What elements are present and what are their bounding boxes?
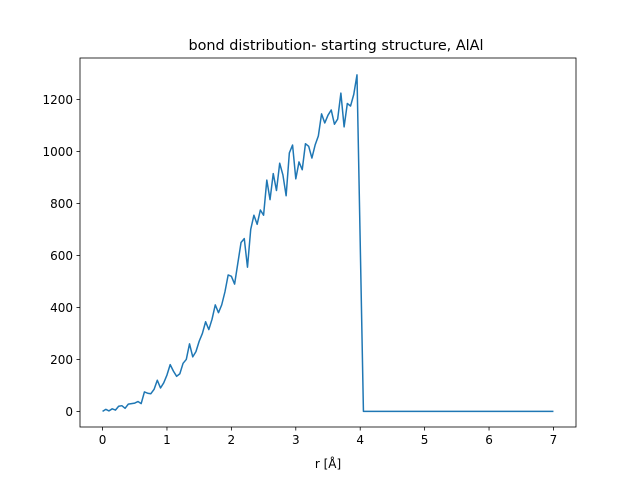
x-tick-label: 7 (550, 433, 558, 447)
y-tick-label: 0 (65, 405, 73, 419)
chart-title: bond distribution- starting structure, A… (188, 38, 483, 54)
series-line (102, 74, 554, 413)
x-tick-label: 2 (228, 433, 236, 447)
x-tick-label: 4 (356, 433, 364, 447)
x-tick-label: 3 (292, 433, 300, 447)
y-tick-label: 1200 (42, 93, 73, 107)
y-tick-label: 400 (50, 301, 73, 315)
y-tick-label: 800 (50, 197, 73, 211)
series-layer (102, 74, 554, 413)
y-tick-label: 200 (50, 353, 73, 367)
y-tick-label: 1000 (42, 145, 73, 159)
x-tick-label: 1 (163, 433, 171, 447)
x-axis-ticks: 0 1 2 3 4 5 6 7 (99, 427, 558, 447)
x-tick-label: 5 (421, 433, 429, 447)
y-axis-ticks: 0 200 400 600 800 1000 1200 (42, 93, 80, 419)
plot-frame (79, 57, 577, 428)
x-tick-label: 0 (99, 433, 107, 447)
plot-area (80, 58, 576, 427)
x-axis-label: r [Å] (315, 456, 341, 471)
x-tick-label: 6 (485, 433, 493, 447)
y-tick-label: 600 (50, 249, 73, 263)
